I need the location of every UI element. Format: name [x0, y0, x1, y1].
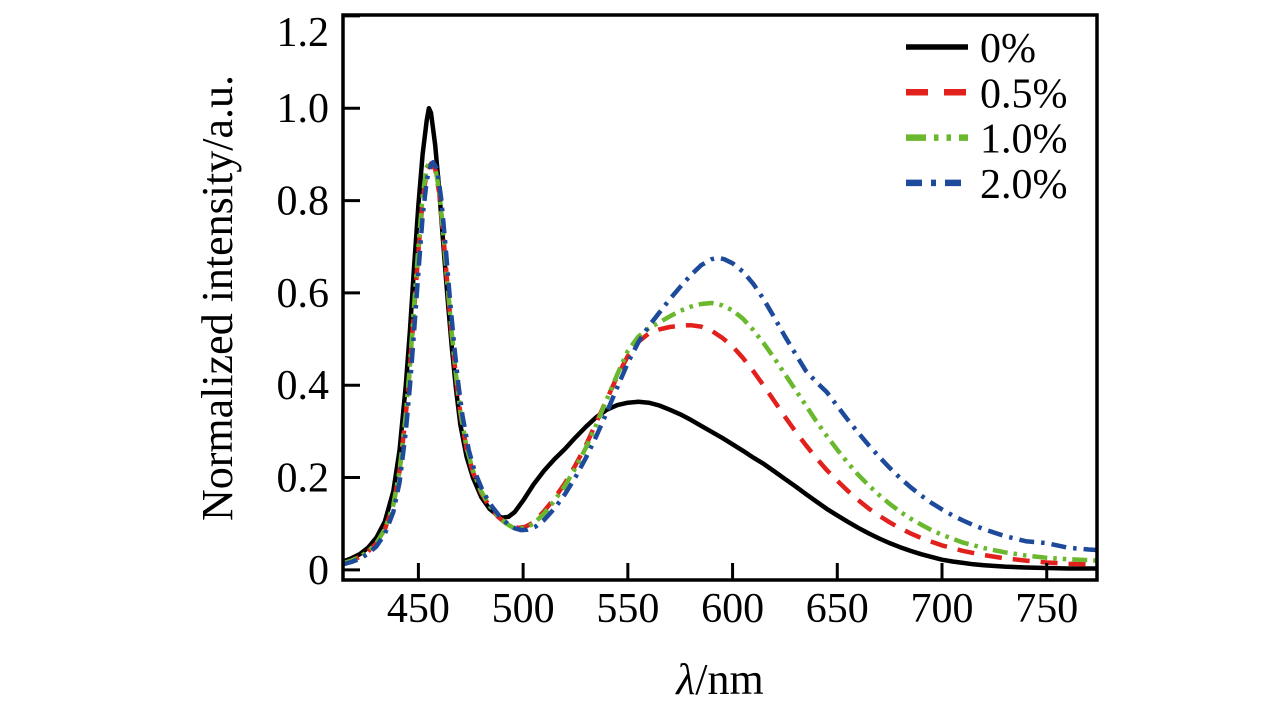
x-tick-label: 600 [701, 586, 764, 632]
x-tick-label: 500 [492, 586, 555, 632]
y-tick-label: 0.4 [277, 363, 330, 409]
legend-label-2.0%: 2.0% [980, 162, 1068, 208]
legend: 0%0.5%1.0%2.0% [906, 26, 1068, 208]
y-tick-label: 0.6 [277, 271, 330, 317]
series-line-0% [343, 105, 1097, 571]
y-tick-label: 1.2 [277, 10, 330, 56]
curves-group [343, 105, 1097, 571]
y-axis-title: Normalized intensity/a.u. [193, 75, 242, 521]
x-tick-label: 650 [806, 586, 869, 632]
legend-label-1.0%: 1.0% [980, 117, 1068, 163]
legend-label-0%: 0% [980, 26, 1036, 72]
series-line-0.5% [343, 161, 1097, 568]
x-axis-title: λ/nm [674, 655, 764, 704]
plot-area: 450 500 550 600 650 700 750 0 0.2 0.4 0.6 0.8 1.0 1.2… [277, 10, 1099, 632]
x-tick-label: 750 [1015, 586, 1078, 632]
y-tick-label: 1.0 [277, 86, 330, 132]
x-tick-label: 450 [387, 586, 450, 632]
series-line-1.0% [343, 159, 1097, 566]
y-tick-label: 0.8 [277, 179, 330, 225]
x-tick-label: 550 [596, 586, 659, 632]
x-tick-label: 700 [911, 586, 974, 632]
lambda-symbol: λ [674, 655, 695, 704]
y-tick-label: 0 [308, 548, 329, 594]
legend-label-0.5%: 0.5% [980, 71, 1068, 117]
plot-frame [341, 13, 1099, 582]
x-axis-unit: /nm [695, 655, 763, 704]
y-tick-label: 0.2 [277, 456, 330, 502]
